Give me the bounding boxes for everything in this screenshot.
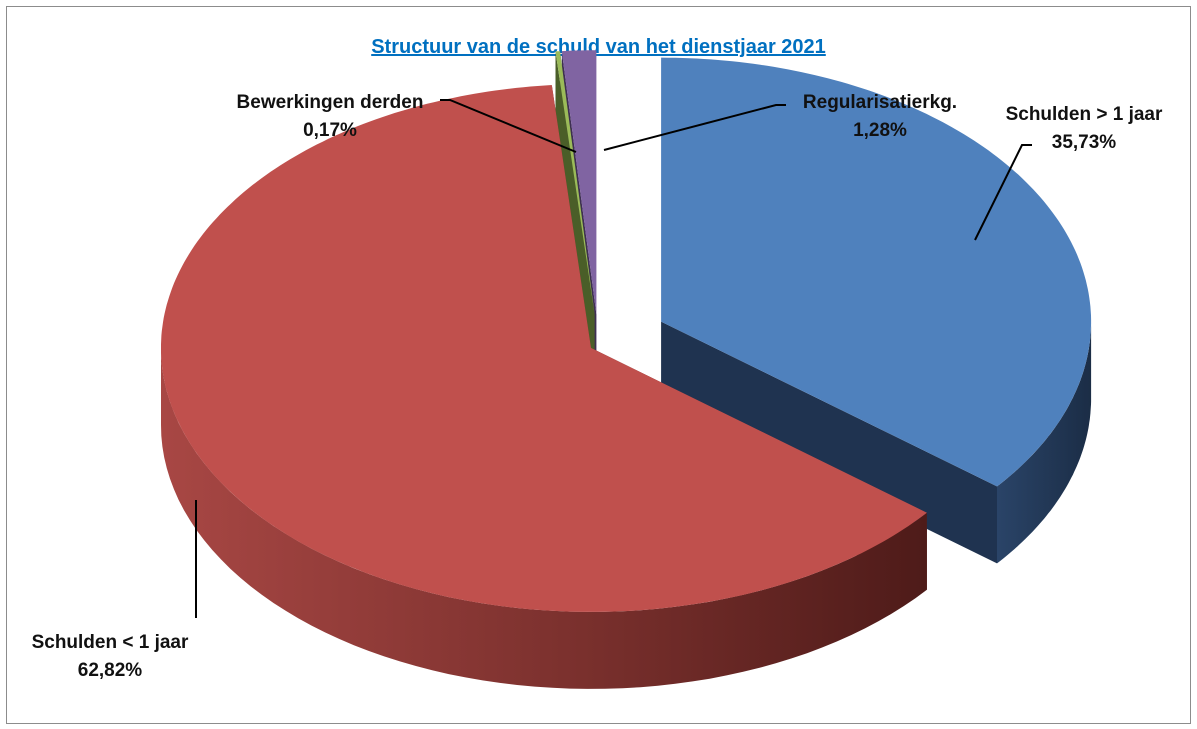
slice-label-value-3: 1,28% bbox=[853, 120, 907, 141]
slice-label-value-1: 62,82% bbox=[78, 660, 143, 681]
slice-label-name-3: Regularisatierkg. bbox=[803, 92, 957, 113]
slice-top-2[interactable] bbox=[555, 51, 595, 315]
slice-wall-2-0 bbox=[555, 51, 595, 392]
slice-label-name-2: Bewerkingen derden bbox=[237, 92, 424, 113]
slice-top-0[interactable] bbox=[661, 57, 1092, 487]
slice-wall-0-1 bbox=[661, 321, 997, 564]
leader-line-0 bbox=[974, 144, 1032, 241]
chart-title: Structuur van de schuld van het dienstja… bbox=[371, 36, 826, 58]
slice-label-name-0: Schulden > 1 jaar bbox=[1006, 104, 1163, 125]
slice-label-value-0: 35,73% bbox=[1052, 132, 1117, 153]
leader-line-2 bbox=[440, 99, 577, 153]
leader-line-3 bbox=[603, 104, 786, 151]
slice-side-0 bbox=[997, 321, 1092, 564]
slice-label-value-2: 0,17% bbox=[303, 120, 357, 141]
slice-top-3[interactable] bbox=[561, 50, 597, 315]
slice-top-1[interactable] bbox=[161, 85, 927, 612]
slice-label-name-1: Schulden < 1 jaar bbox=[32, 632, 189, 653]
slice-side-1 bbox=[161, 347, 927, 689]
